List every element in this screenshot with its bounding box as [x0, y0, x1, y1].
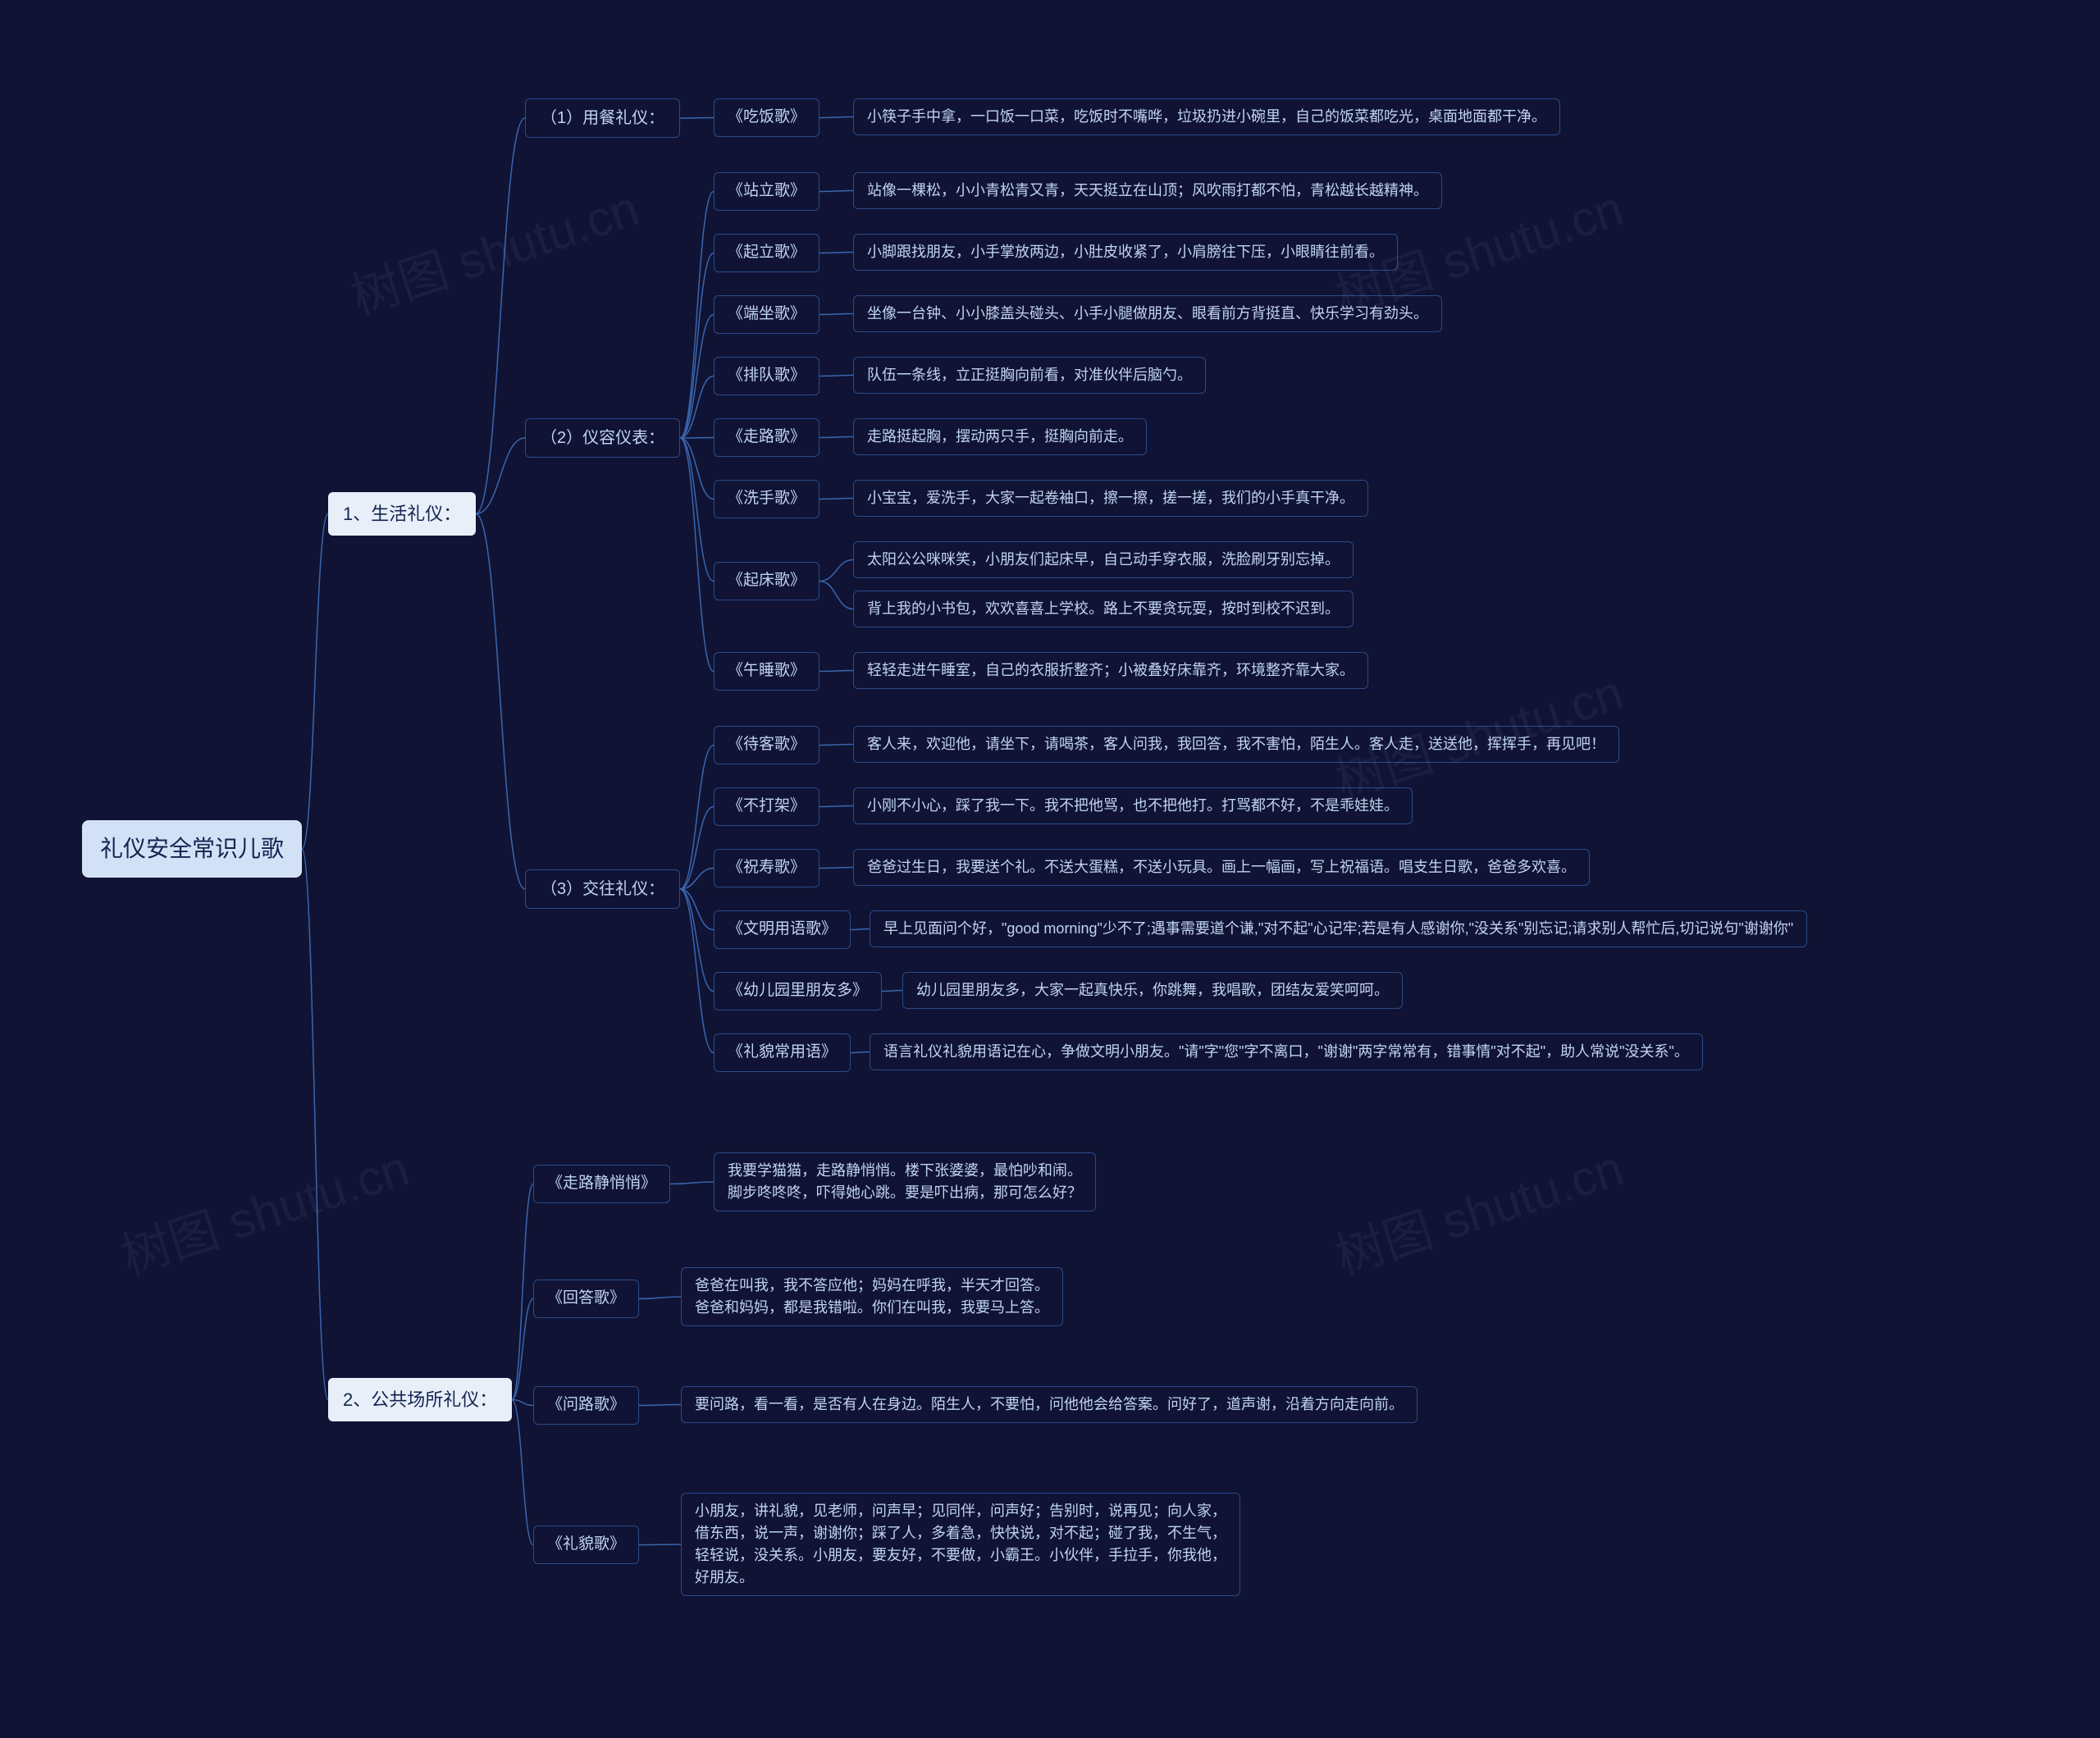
- mindmap-node: 《午睡歌》: [714, 652, 819, 691]
- mindmap-node: （3）交往礼仪：: [525, 869, 680, 909]
- mindmap-node: 爸爸在叫我，我不答应他；妈妈在呼我，半天才回答。 爸爸和妈妈，都是我错啦。你们在…: [681, 1267, 1063, 1326]
- mindmap-node: 《吃饭歌》: [714, 98, 819, 137]
- mindmap-node: 《不打架》: [714, 787, 819, 826]
- mindmap-node: 《起床歌》: [714, 562, 819, 600]
- mindmap-node: （1）用餐礼仪：: [525, 98, 680, 138]
- mindmap-node: 《礼貌常用语》: [714, 1033, 851, 1072]
- watermark: 树图 shutu.cn: [1325, 1129, 1631, 1289]
- mindmap-node: 语言礼仪礼貌用语记在心，争做文明小朋友。"请"字"您"字不离口，"谢谢"两字常常…: [870, 1033, 1703, 1070]
- mindmap-node: 小脚跟找朋友，小手掌放两边，小肚皮收紧了，小肩膀往下压，小眼睛往前看。: [853, 234, 1398, 271]
- mindmap-node: 《排队歌》: [714, 357, 819, 395]
- mindmap-node: 1、生活礼仪：: [328, 492, 476, 536]
- mindmap-node: 《幼儿园里朋友多》: [714, 972, 882, 1010]
- mindmap-node: 礼仪安全常识儿歌: [82, 820, 302, 878]
- mindmap-node: 背上我的小书包，欢欢喜喜上学校。路上不要贪玩耍，按时到校不迟到。: [853, 591, 1354, 627]
- mindmap-node: 《走路歌》: [714, 418, 819, 457]
- mindmap-node: 客人来，欢迎他，请坐下，请喝茶，客人问我，我回答，我不害怕，陌生人。客人走，送送…: [853, 726, 1619, 763]
- mindmap-node: 早上见面问个好，"good morning"少不了;遇事需要道个谦,"对不起"心…: [870, 910, 1807, 947]
- mindmap-node: 幼儿园里朋友多，大家一起真快乐，你跳舞，我唱歌，团结友爱笑呵呵。: [902, 972, 1403, 1009]
- mindmap-node: 小朋友，讲礼貌，见老师，问声早；见同伴，问声好；告别时，说再见；向人家， 借东西…: [681, 1493, 1240, 1596]
- mindmap-node: 《站立歌》: [714, 172, 819, 211]
- mindmap-node: 《文明用语歌》: [714, 910, 851, 949]
- mindmap-node: 《洗手歌》: [714, 480, 819, 518]
- mindmap-node: 小刚不小心，踩了我一下。我不把他骂，也不把他打。打骂都不好，不是乖娃娃。: [853, 787, 1413, 824]
- mindmap-node: 2、公共场所礼仪：: [328, 1378, 512, 1421]
- watermark: 树图 shutu.cn: [111, 1129, 417, 1289]
- mindmap-node: （2）仪容仪表：: [525, 418, 680, 458]
- mindmap-canvas: 礼仪安全常识儿歌 1、生活礼仪： （1）用餐礼仪： 《吃饭歌》小筷子手中拿，一口饭一口…: [0, 0, 2100, 1738]
- mindmap-node: 《待客歌》: [714, 726, 819, 764]
- mindmap-node: 队伍一条线，立正挺胸向前看，对准伙伴后脑勺。: [853, 357, 1206, 394]
- mindmap-node: 轻轻走进午睡室，自己的衣服折整齐；小被叠好床靠齐，环境整齐靠大家。: [853, 652, 1368, 689]
- mindmap-node: 要问路，看一看，是否有人在身边。陌生人，不要怕，问他他会给答案。问好了，道声谢，…: [681, 1386, 1418, 1423]
- mindmap-node: 爸爸过生日，我要送个礼。不送大蛋糕，不送小玩具。画上一幅画，写上祝福语。唱支生日…: [853, 849, 1590, 886]
- mindmap-node: 太阳公公咪咪笑，小朋友们起床早，自己动手穿衣服，洗脸刷牙别忘掉。: [853, 541, 1354, 578]
- mindmap-node: 《礼貌歌》: [533, 1526, 639, 1564]
- mindmap-node: 走路挺起胸，摆动两只手，挺胸向前走。: [853, 418, 1147, 455]
- mindmap-node: 站像一棵松，小小青松青又青，天天挺立在山顶；风吹雨打都不怕，青松越长越精神。: [853, 172, 1442, 209]
- mindmap-node: 《端坐歌》: [714, 295, 819, 334]
- mindmap-node: 《走路静悄悄》: [533, 1165, 670, 1203]
- mindmap-node: 《祝寿歌》: [714, 849, 819, 887]
- watermark: 树图 shutu.cn: [340, 169, 646, 329]
- mindmap-node: 我要学猫猫，走路静悄悄。楼下张婆婆，最怕吵和闹。 脚步咚咚咚，吓得她心跳。要是吓…: [714, 1152, 1096, 1211]
- mindmap-node: 《问路歌》: [533, 1386, 639, 1425]
- mindmap-node: 《起立歌》: [714, 234, 819, 272]
- mindmap-node: 小宝宝，爱洗手，大家一起卷袖口，擦一擦，搓一搓，我们的小手真干净。: [853, 480, 1368, 517]
- mindmap-node: 坐像一台钟、小小膝盖头碰头、小手小腿做朋友、眼看前方背挺直、快乐学习有劲头。: [853, 295, 1442, 332]
- mindmap-node: 《回答歌》: [533, 1280, 639, 1318]
- mindmap-node: 小筷子手中拿，一口饭一口菜，吃饭时不嘴哗，垃圾扔进小碗里，自己的饭菜都吃光，桌面…: [853, 98, 1560, 135]
